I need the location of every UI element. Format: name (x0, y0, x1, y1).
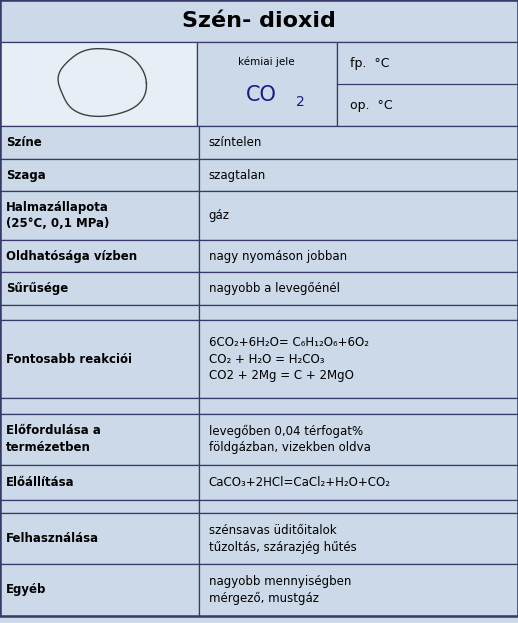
Bar (0, 272, 199, 305)
Bar (0, 42, 197, 126)
Text: nagy nyomáson jobban: nagy nyomáson jobban (209, 250, 347, 262)
Text: Felhasználása: Felhasználása (6, 533, 99, 545)
Text: CaCO₃+2HCl=CaCl₂+H₂O+CO₂: CaCO₃+2HCl=CaCl₂+H₂O+CO₂ (209, 476, 391, 488)
Bar (199, 465, 518, 500)
Bar (0, 240, 199, 272)
Text: Sűrűsége: Sűrűsége (6, 282, 68, 295)
Text: színtelen: színtelen (209, 136, 262, 149)
Text: Oldhatósága vízben: Oldhatósága vízben (6, 250, 137, 262)
Text: Előfordulása a
termézetben: Előfordulása a termézetben (6, 424, 101, 454)
Bar (0, 398, 199, 414)
Bar (199, 500, 518, 513)
Text: Halmazállapota
(25°C, 0,1 MPa): Halmazállapota (25°C, 0,1 MPa) (6, 201, 110, 231)
Bar (199, 240, 518, 272)
Text: Szén- dioxid: Szén- dioxid (182, 11, 336, 31)
Bar (0, 414, 199, 465)
Bar (0, 320, 199, 398)
Text: Fontosabb reakciói: Fontosabb reakciói (6, 353, 132, 366)
Bar (199, 305, 518, 320)
Bar (199, 513, 518, 564)
Text: Színe: Színe (6, 136, 42, 149)
Text: szagtalan: szagtalan (209, 169, 266, 181)
Bar (199, 159, 518, 191)
Text: 6CO₂+6H₂O= C₆H₁₂O₆+6O₂
CO₂ + H₂O = H₂CO₃
CO2 + 2Mg = C + 2MgO: 6CO₂+6H₂O= C₆H₁₂O₆+6O₂ CO₂ + H₂O = H₂CO₃… (209, 336, 369, 382)
Text: nagyobb mennyiségben
mérgező, mustgáz: nagyobb mennyiségben mérgező, mustgáz (209, 575, 351, 605)
Bar (0, 126, 199, 159)
Bar (0, 191, 199, 240)
Text: gáz: gáz (209, 209, 230, 222)
Bar (199, 272, 518, 305)
Bar (197, 42, 337, 126)
Bar (0, 500, 199, 513)
Text: CO: CO (246, 85, 277, 105)
Text: 2: 2 (296, 95, 305, 109)
Text: szénsavas üditőitalok
tűzoltás, szárazjég hűtés: szénsavas üditőitalok tűzoltás, szárazjé… (209, 524, 356, 554)
Text: nagyobb a levegőénél: nagyobb a levegőénél (209, 282, 340, 295)
Text: Előállítása: Előállítása (6, 476, 75, 488)
Bar (0, 0, 518, 42)
Bar (0, 513, 199, 564)
Text: Egyéb: Egyéb (6, 584, 47, 596)
Bar (0, 305, 199, 320)
Bar (0, 465, 199, 500)
Bar (199, 320, 518, 398)
Bar (199, 398, 518, 414)
Bar (199, 414, 518, 465)
Bar (337, 42, 518, 126)
Text: Szaga: Szaga (6, 169, 46, 181)
Bar (0, 159, 199, 191)
Bar (199, 191, 518, 240)
Bar (199, 126, 518, 159)
Text: op.  °C: op. °C (350, 99, 392, 112)
Text: fp.  °C: fp. °C (350, 57, 389, 70)
Text: levegőben 0,04 térfogat%
földgázban, vizekben oldva: levegőben 0,04 térfogat% földgázban, viz… (209, 424, 371, 454)
Bar (0, 564, 199, 616)
Bar (199, 564, 518, 616)
Text: kémiai jele: kémiai jele (238, 57, 295, 67)
